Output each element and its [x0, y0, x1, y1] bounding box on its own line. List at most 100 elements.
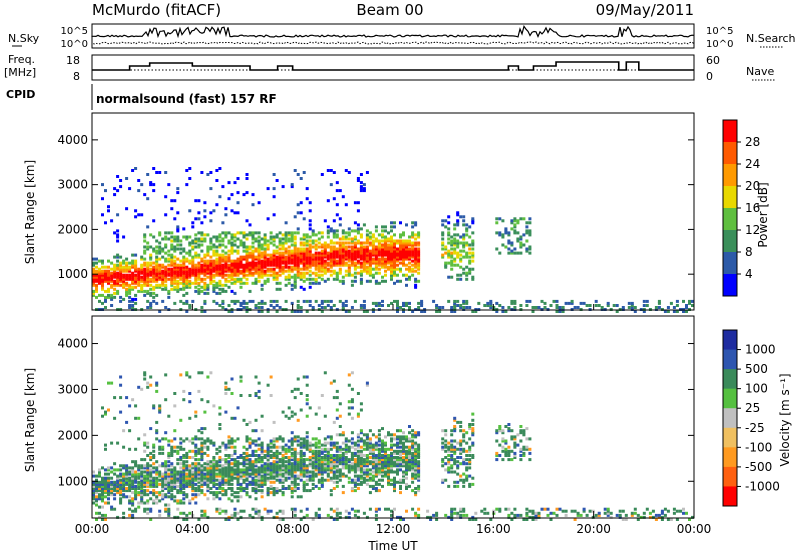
data-cell [338, 445, 342, 449]
data-cell [290, 487, 294, 490]
data-cell [119, 263, 123, 267]
beam-title: Beam 00 [356, 1, 423, 19]
data-cell [450, 458, 454, 462]
data-cell [107, 271, 110, 275]
data-cell [206, 474, 210, 478]
data-cell [444, 449, 448, 453]
data-cell [215, 509, 219, 513]
data-cell [290, 431, 294, 435]
data-cell [155, 478, 159, 482]
data-cell [414, 261, 418, 265]
data-cell [233, 263, 237, 267]
data-cell [122, 482, 126, 486]
data-cell [257, 468, 261, 472]
data-cell [302, 261, 306, 265]
data-cell [335, 484, 339, 488]
data-cell [299, 456, 303, 459]
data-cell [272, 237, 276, 241]
data-cell [290, 507, 294, 511]
data-cell [323, 247, 327, 251]
data-cell [221, 441, 225, 445]
data-cell [185, 285, 189, 289]
data-cell [158, 491, 162, 495]
data-cell [161, 275, 165, 279]
data-cell [170, 273, 174, 277]
data-cell [453, 310, 457, 313]
data-cell [414, 443, 418, 447]
data-cell [393, 433, 396, 437]
data-cell [215, 271, 219, 275]
data-cell [242, 231, 246, 235]
data-cell [353, 447, 357, 451]
data-cell [381, 257, 384, 261]
data-cell [230, 468, 234, 472]
data-cell [305, 489, 309, 493]
data-cell [152, 279, 156, 283]
data-cell [200, 454, 204, 457]
data-cell [387, 460, 390, 464]
data-cell [341, 301, 345, 305]
data-cell [402, 435, 405, 439]
data-cell [140, 269, 144, 273]
data-cell [131, 259, 135, 263]
data-cell [224, 289, 228, 293]
data-cell [182, 283, 186, 287]
data-cell [191, 221, 195, 225]
data-cell [134, 275, 138, 279]
data-cell [287, 487, 291, 490]
data-cell [218, 243, 222, 247]
data-cell [245, 237, 249, 241]
data-cell [221, 265, 225, 269]
data-cell [278, 458, 282, 462]
data-cell [350, 229, 354, 233]
data-cell [272, 263, 276, 267]
data-cell [299, 285, 303, 289]
data-cell [263, 235, 267, 239]
data-cell [266, 491, 270, 495]
data-cell [152, 273, 156, 277]
data-cell [302, 439, 306, 443]
data-cell [462, 306, 466, 309]
data-cell [167, 460, 171, 464]
data-cell [332, 277, 336, 281]
data-cell [377, 263, 381, 267]
data-cell [408, 235, 411, 239]
data-cell [308, 277, 312, 281]
data-cell [188, 167, 192, 170]
data-cell [359, 273, 363, 277]
data-cell [134, 507, 138, 511]
data-cell [134, 265, 138, 269]
data-cell [263, 233, 267, 237]
data-cell [281, 271, 285, 275]
data-cell [356, 179, 360, 182]
data-cell [260, 237, 264, 241]
data-cell [326, 277, 330, 281]
data-cell [173, 301, 177, 305]
data-cell [691, 304, 694, 307]
data-cell [495, 247, 499, 251]
data-cell [245, 439, 249, 443]
data-cell [194, 199, 198, 203]
data-cell [465, 243, 469, 247]
data-cell [465, 299, 469, 303]
freq-label-2: [MHz] [4, 66, 36, 79]
data-cell [335, 277, 339, 281]
data-cell [275, 515, 279, 519]
data-cell [113, 497, 117, 501]
data-cell [381, 474, 384, 478]
data-cell [353, 201, 357, 205]
data-cell [140, 489, 144, 493]
data-cell [311, 460, 315, 464]
data-cell [215, 507, 219, 511]
data-cell [359, 247, 363, 251]
data-cell [206, 478, 210, 482]
data-cell [149, 279, 153, 283]
data-cell [215, 265, 219, 269]
data-cell [185, 437, 189, 441]
data-cell [317, 515, 321, 519]
data-cell [167, 503, 171, 507]
data-cell [381, 263, 384, 267]
data-cell [158, 406, 162, 410]
data-cell [344, 460, 348, 464]
data-cell [441, 255, 445, 259]
